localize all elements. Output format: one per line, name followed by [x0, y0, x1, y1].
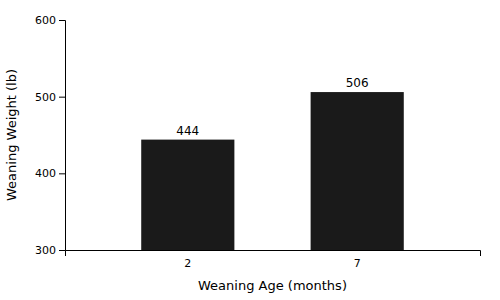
x-axis-title: Weaning Age (months) [198, 278, 347, 293]
y-tick-label: 600 [35, 14, 56, 27]
data-label: 444 [176, 124, 199, 138]
x-tick: 7 [354, 257, 361, 270]
y-tick: 300 [35, 244, 65, 257]
y-axis-line [59, 21, 66, 251]
y-tick-mark [59, 20, 65, 21]
y-tick: 600 [35, 14, 65, 27]
chart-container: 30040050060027444506Weaning Age (months)… [0, 0, 500, 300]
bar [311, 92, 404, 250]
data-label: 506 [346, 76, 369, 90]
y-tick-mark [59, 97, 65, 98]
y-axis-title: Weaning Weight (lb) [4, 69, 19, 201]
bar [141, 140, 234, 250]
bars [141, 92, 404, 250]
x-tick-label: 7 [354, 257, 361, 270]
y-tick-label: 300 [35, 244, 56, 257]
y-tick-label: 400 [35, 167, 56, 180]
chart-svg: 30040050060027444506Weaning Age (months)… [0, 0, 500, 300]
plot-area: 30040050060027444506 [35, 14, 481, 270]
y-tick: 400 [35, 167, 65, 180]
y-tick-mark [59, 173, 65, 174]
y-axis: 300 400 500 600 [35, 14, 66, 257]
x-tick-label: 2 [184, 257, 191, 270]
y-tick: 500 [35, 91, 65, 104]
data-labels: 444 506 [176, 76, 368, 138]
y-tick-label: 500 [35, 91, 56, 104]
y-tick-mark [59, 250, 65, 251]
x-axis-line [66, 251, 481, 257]
x-axis: 27 [66, 251, 481, 270]
x-tick: 2 [184, 257, 191, 270]
